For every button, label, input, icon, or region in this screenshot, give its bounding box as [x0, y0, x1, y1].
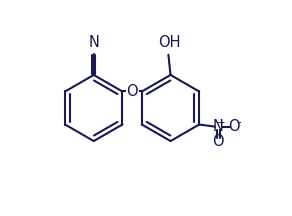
Text: N: N	[213, 119, 223, 134]
Text: O: O	[212, 134, 224, 149]
Text: -: -	[236, 116, 241, 129]
Text: OH: OH	[158, 35, 181, 50]
Text: O: O	[228, 119, 240, 134]
Text: O: O	[126, 84, 138, 99]
Text: N: N	[88, 35, 99, 50]
Text: +: +	[217, 118, 226, 128]
